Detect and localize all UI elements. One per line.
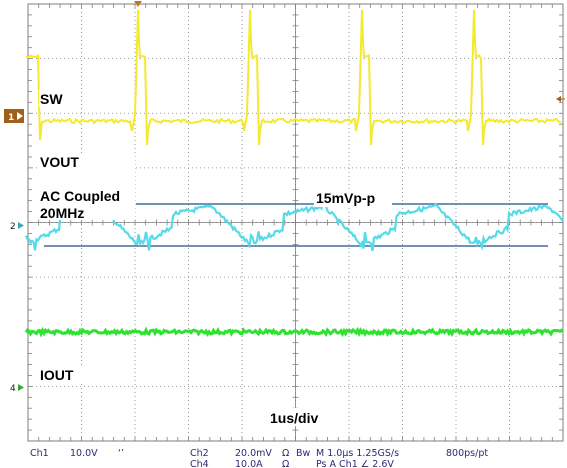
ch4-ground-marker[interactable]: 4 bbox=[10, 384, 24, 394]
ripple-label: 15mVp-p bbox=[316, 190, 375, 206]
status-ch4-impedance: Ω bbox=[282, 459, 289, 468]
status-bar: Ch1 10.0V ‘’ Ch2 20.0mV Ω Bw M 1.0µs 1.2… bbox=[30, 448, 488, 468]
status-horizontal: M 1.0µs 1.25GS/s bbox=[316, 448, 399, 459]
status-record-length: 800ps/pt bbox=[446, 448, 488, 459]
vout-trace bbox=[24, 201, 564, 252]
ch1-ground-marker[interactable]: 1 bbox=[4, 109, 24, 123]
status-ch2-scale: 20.0mV bbox=[235, 448, 272, 459]
ch2-marker-label: 2 bbox=[10, 222, 16, 232]
status-trigger: Ps A Ch1 ∠ 2.6V bbox=[316, 459, 394, 468]
ch2-ground-marker[interactable]: 2 bbox=[10, 222, 24, 232]
sw-label: SW bbox=[40, 91, 63, 107]
status-ch2: Ch2 bbox=[190, 448, 209, 459]
trigger-position-marker-icon[interactable] bbox=[134, 1, 142, 7]
status-ch4-scale: 10.0A bbox=[235, 459, 263, 468]
iout-trace bbox=[24, 326, 564, 338]
status-ch1-coupling: ‘’ bbox=[118, 448, 124, 459]
status-ch2-impedance: Ω bbox=[282, 448, 289, 459]
status-bw: Bw bbox=[296, 448, 311, 459]
status-ch1-scale: 10.0V bbox=[70, 448, 98, 459]
status-ch4: Ch4 bbox=[190, 459, 209, 468]
trigger-level-arrow-icon[interactable] bbox=[556, 96, 561, 102]
timebase-label: 1us/div bbox=[270, 410, 318, 426]
ch1-marker-label: 1 bbox=[8, 113, 14, 123]
graticule bbox=[27, 3, 564, 442]
iout-label: IOUT bbox=[40, 367, 74, 383]
vout-label: VOUT bbox=[40, 154, 79, 170]
status-ch1: Ch1 bbox=[30, 448, 49, 459]
ch4-marker-label: 4 bbox=[10, 384, 16, 394]
sw-trace bbox=[25, 9, 562, 146]
ac-coupled-label: AC Coupled bbox=[40, 188, 120, 204]
bandwidth-label: 20MHz bbox=[40, 205, 84, 221]
